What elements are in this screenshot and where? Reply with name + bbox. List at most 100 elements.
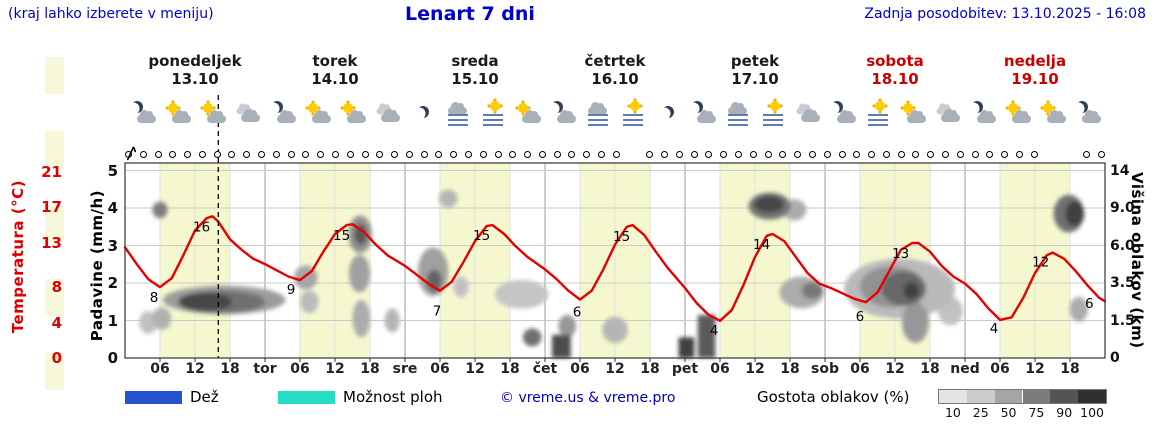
day-date: 16.10 <box>591 70 639 88</box>
svg-text:16: 16 <box>193 219 210 235</box>
x-tick-label: 12 <box>1025 361 1045 377</box>
density-tick-label: 75 <box>1028 405 1045 420</box>
weather-icon-moon <box>651 97 685 127</box>
wind-calm-icon <box>243 150 251 158</box>
axis-tick-label: 3.5 <box>1110 275 1135 291</box>
axis-tick-label: 5 <box>107 161 118 180</box>
x-tick-label: 12 <box>885 361 905 377</box>
weather-icon-sun-cloud <box>896 97 930 127</box>
svg-text:6: 6 <box>573 305 582 321</box>
svg-text:7: 7 <box>433 304 442 320</box>
wind-calm-icon <box>169 150 177 158</box>
weather-icon-moon-cloud <box>266 97 300 127</box>
weather-icon-fog-sun <box>476 97 510 127</box>
wind-calm-icon <box>376 150 384 158</box>
weather-icon-moon-cloud <box>686 97 720 127</box>
cloud-density-label: Gostota oblakov (%) <box>757 388 910 406</box>
x-tick-label: 12 <box>185 361 205 377</box>
wind-calm-icon <box>705 150 713 158</box>
x-tick-label: 12 <box>745 361 765 377</box>
day-date: 13.10 <box>171 70 219 88</box>
weather-icon-moon-cloud <box>126 97 160 127</box>
day-header: petek 17.10 <box>685 52 825 88</box>
wind-calm-icon <box>646 150 654 158</box>
density-tick-label: 90 <box>1056 405 1073 420</box>
wind-calm-icon <box>986 150 994 158</box>
wind-calm-icon <box>568 150 576 158</box>
cloud-density-scale: 10 25 50 75 90 100 <box>938 389 1107 420</box>
weather-icon-cloud <box>371 97 405 127</box>
svg-text:4: 4 <box>710 323 719 339</box>
density-gradient-frame <box>938 389 1107 404</box>
x-tick-label: pet <box>671 361 699 377</box>
weather-icon-sun-cloud <box>1036 97 1070 127</box>
day-header: četrtek 16.10 <box>545 52 685 88</box>
wind-calm-icon <box>853 150 861 158</box>
weather-icon-moon-cloud <box>546 97 580 127</box>
wind-calm-icon <box>272 150 280 158</box>
axis-tick-label: 17 <box>41 198 62 217</box>
axis-tick-label: 4 <box>107 199 118 217</box>
day-header: ponedeljek 13.10 <box>125 52 265 88</box>
wind-calm-icon <box>927 150 935 158</box>
day-date: 17.10 <box>731 70 779 88</box>
wind-calm-icon <box>823 150 831 158</box>
weather-icon-moon-cloud <box>1071 97 1105 127</box>
location-hint: (kraj lahko izberete v meniju) <box>8 6 214 22</box>
svg-text:15: 15 <box>333 228 350 244</box>
x-tick-label: 18 <box>780 361 800 377</box>
axis-tick-label: 1 <box>107 311 118 330</box>
wind-calm-icon <box>228 150 236 158</box>
axis-tick-label: 0 <box>51 349 62 367</box>
wind-calm-icon <box>1083 150 1090 158</box>
last-update-text: Zadnja posodobitev: 13.10.2025 - 16:08 <box>864 6 1146 22</box>
wind-calm-icon <box>198 150 206 158</box>
day-header: sobota 18.10 <box>825 52 965 88</box>
showers-legend-swatch <box>278 391 335 404</box>
copyright-link[interactable]: © vreme.us & vreme.pro <box>500 390 676 406</box>
day-name: ponedeljek <box>148 52 242 70</box>
wind-calm-icon <box>868 150 876 158</box>
wind-calm-icon <box>675 150 683 158</box>
x-tick-label: čet <box>532 361 558 377</box>
x-tick-label: 06 <box>430 361 450 377</box>
wind-calm-icon <box>258 150 266 158</box>
wind-calm-icon <box>450 150 458 158</box>
weather-icon-fog-cloud <box>721 97 755 127</box>
axis-tick-label: 2 <box>107 274 118 292</box>
weather-icon-fog-cloud <box>441 97 475 127</box>
wind-calm-icon <box>583 150 591 158</box>
wind-calm-icon <box>391 150 399 158</box>
wind-calm-icon <box>897 150 905 158</box>
wind-calm-icon <box>346 150 354 158</box>
day-header: sreda 15.10 <box>405 52 545 88</box>
svg-text:4: 4 <box>990 321 999 337</box>
wind-calm-icon <box>553 150 561 158</box>
weather-icon-row <box>0 97 1152 130</box>
wind-calm-icon <box>1030 150 1038 158</box>
x-tick-label: 12 <box>605 361 625 377</box>
wind-calm-icon <box>213 150 221 158</box>
density-swatch <box>966 390 995 403</box>
x-tick-label: 06 <box>570 361 590 377</box>
page-title: Lenart 7 dni <box>405 3 535 25</box>
weather-icon-fog-sun <box>861 97 895 127</box>
density-tick-label: 100 <box>1080 405 1104 420</box>
x-tick-label: 06 <box>850 361 870 377</box>
weather-icon-fog-sun <box>616 97 650 127</box>
temperature-axis-label: Temperatura (°C) <box>9 180 27 334</box>
wind-calm-icon <box>612 150 620 158</box>
wind-barb-icon <box>126 146 1075 162</box>
x-tick-label: 18 <box>500 361 520 377</box>
density-swatch <box>939 390 967 403</box>
svg-text:13: 13 <box>892 246 909 262</box>
weather-icon-cloud <box>931 97 965 127</box>
weather-icon-fog-sun <box>756 97 790 127</box>
axis-tick-label: 3 <box>107 236 118 255</box>
weather-icon-sun-cloud <box>301 97 335 127</box>
wind-calm-icon <box>749 150 757 158</box>
x-tick-label: 18 <box>640 361 660 377</box>
axis-tick-label: 0 <box>107 349 118 367</box>
axis-tick-label: 0 <box>1110 350 1120 366</box>
wind-calm-icon <box>661 150 669 158</box>
